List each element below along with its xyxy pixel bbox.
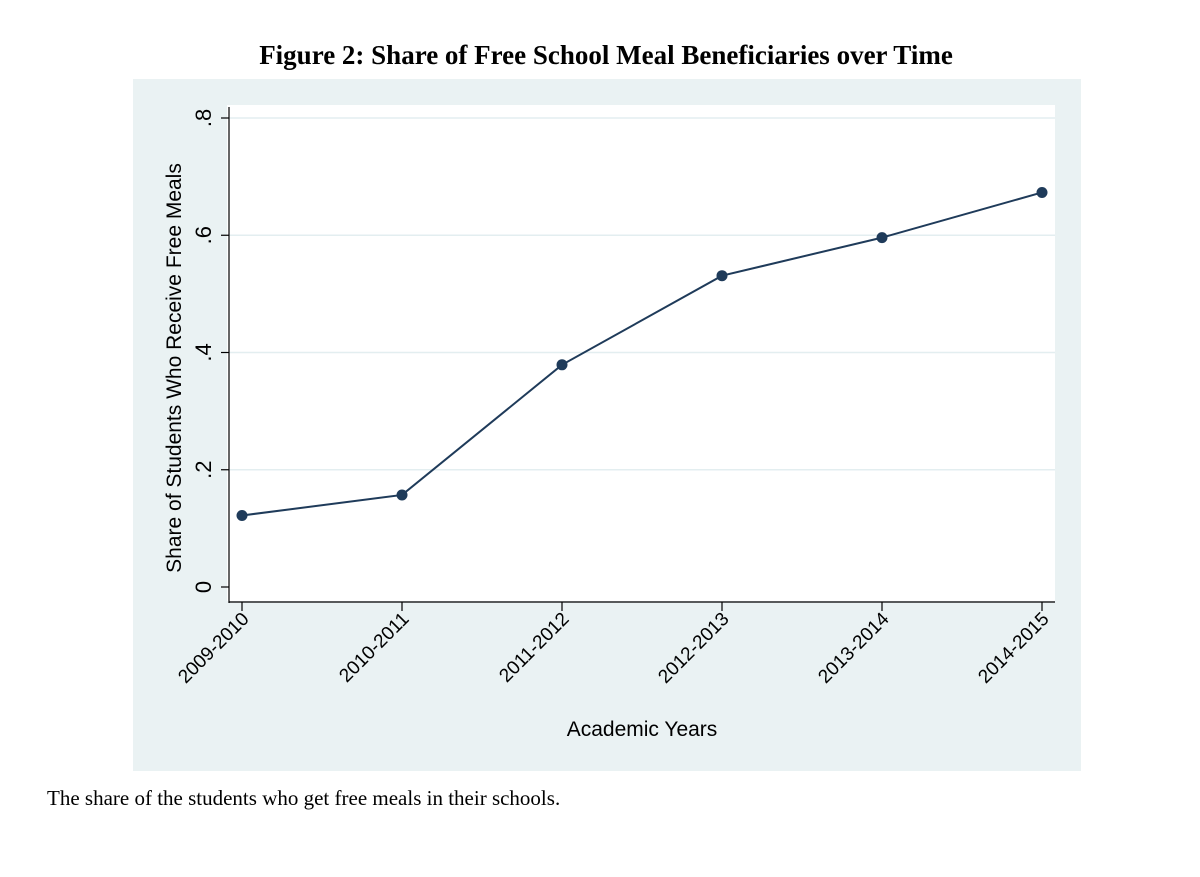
x-tick-label: 2014-2015 [974,609,1053,688]
x-tick-label: 2011-2012 [495,609,573,687]
line-chart: 0 .2 .4 .6 .8 Share of Students Who Receive F… [163,105,1055,741]
y-tick-label: .4 [191,343,216,361]
data-point [1036,186,1048,198]
y-axis-title: Share of Students Who Receive Free Meals [163,163,186,573]
x-tick-label: 2012-2013 [654,609,733,688]
y-tick-label: .8 [191,109,216,127]
x-axis-title: Academic Years [567,718,718,741]
x-tick-label: 2013-2014 [814,608,893,687]
data-point [716,270,728,282]
figure-caption: The share of the students who get free m… [47,786,561,810]
chart-panel: 0 .2 .4 .6 .8 Share of Students Who Receive F… [133,79,1081,771]
data-point [396,489,408,501]
data-point [236,509,248,521]
y-tick-label: 0 [191,581,216,593]
figure-title: Figure 2: Share of Free School Meal Bene… [259,40,953,70]
x-tick-label: 2010-2011 [335,609,413,687]
x-tick-label: 2009-2010 [174,609,253,688]
data-point [556,359,568,371]
data-point [876,232,888,244]
y-tick-label: .2 [191,461,216,479]
series-line [241,191,1043,517]
y-tick-label: .6 [191,226,216,244]
